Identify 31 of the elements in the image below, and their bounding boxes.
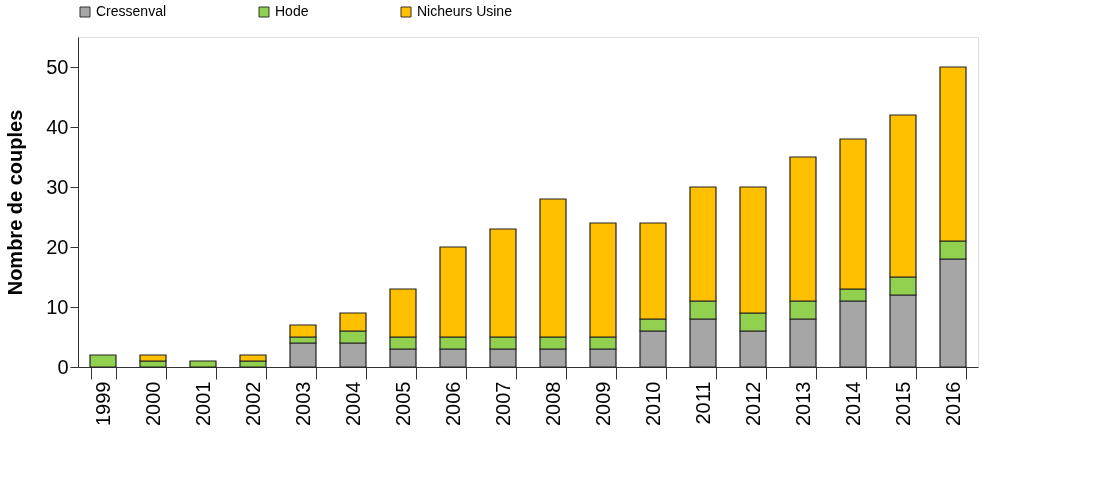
x-tick-label: 2012 [741, 381, 764, 426]
y-tick-label: 50 [46, 55, 69, 78]
x-tick-label: 1999 [91, 381, 114, 426]
x-tick-label: 2006 [441, 381, 464, 426]
y-tick-label: 0 [57, 355, 69, 378]
y-tick-label: 40 [46, 115, 69, 138]
x-tick-label: 2015 [891, 381, 914, 426]
x-tick-label: 2004 [341, 381, 364, 426]
x-tick-label: 2008 [541, 381, 564, 426]
x-tick-label: 2001 [191, 381, 214, 426]
x-tick-label: 2014 [841, 381, 864, 426]
x-tick-label: 2010 [641, 381, 664, 426]
x-tick-label: 2011 [691, 381, 714, 425]
y-axis-title: Nombre de couples [4, 109, 27, 296]
legend-label: Nicheurs Usine [417, 3, 513, 19]
x-tick-label: 2013 [791, 381, 814, 426]
y-tick-label: 20 [46, 235, 69, 258]
x-tick-label: 2003 [291, 381, 314, 426]
y-tick-label: 10 [46, 295, 69, 318]
x-tick-label: 2000 [141, 381, 164, 426]
x-tick-label: 2016 [941, 381, 964, 426]
x-tick-label: 2005 [391, 381, 414, 426]
bar [189, 360, 217, 368]
legend-label: Cressenval [96, 3, 167, 19]
legend-label: Hode [275, 3, 309, 19]
x-tick-label: 2009 [591, 381, 614, 426]
bar [89, 354, 117, 368]
bar [289, 342, 317, 368]
x-tick-label: 2002 [241, 381, 264, 426]
y-tick-label: 30 [46, 175, 69, 198]
x-tick-label: 2007 [491, 381, 514, 426]
